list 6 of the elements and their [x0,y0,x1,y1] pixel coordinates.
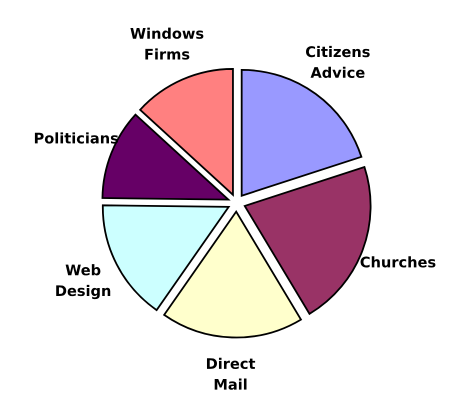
slice-label: Direct Mail [206,358,256,390]
slice-label: Churches [360,256,436,268]
slice-label: Web Design [56,264,110,300]
slice-label: Politicians [34,132,118,144]
slice-label: Windows Firms [130,28,204,60]
slice-label: Citizens Advice [306,46,370,78]
